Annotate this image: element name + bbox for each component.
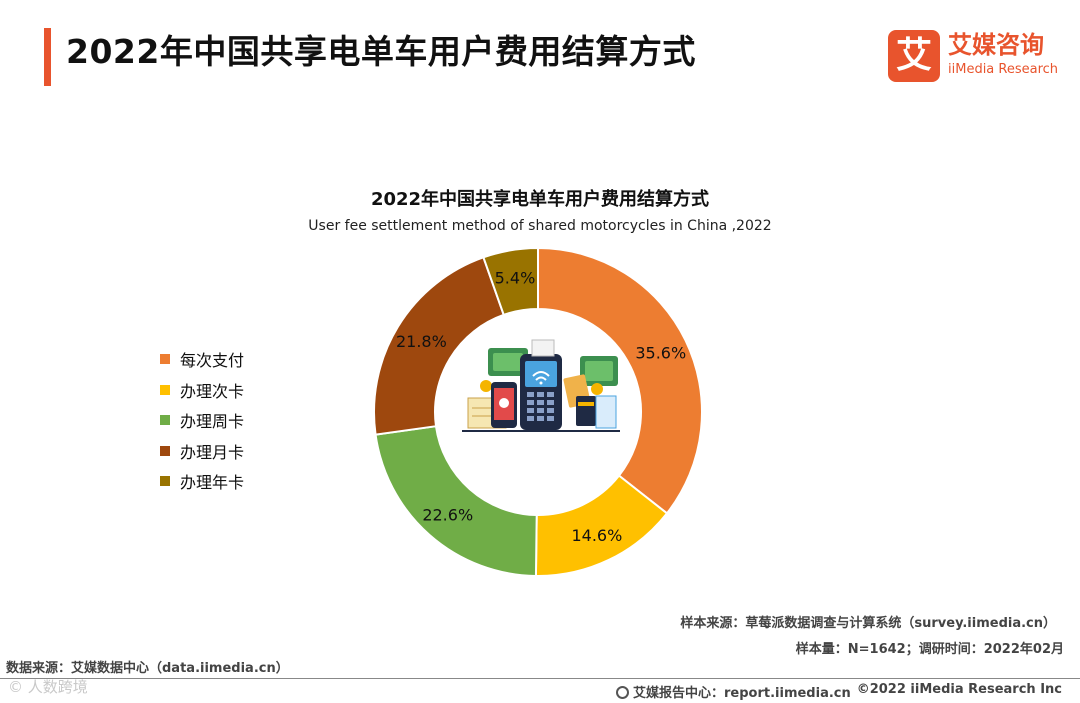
legend-swatch — [160, 384, 170, 395]
title-accent-bar — [44, 28, 51, 86]
data-source-note: 数据来源：艾媒数据中心（data.iimedia.cn） — [6, 661, 289, 676]
donut-slice-labels: 35.6% 14.6% 22.6% 21.8% 5.4% — [396, 268, 686, 545]
legend-swatch — [160, 354, 170, 365]
legend-swatch — [160, 476, 170, 487]
donut-slice-label: 35.6% — [635, 343, 686, 362]
brand-logo-icon: 艾 — [888, 30, 940, 82]
donut-slice-label: 5.4% — [495, 268, 536, 287]
legend-item: 办理周卡 — [160, 405, 244, 436]
donut-slice-label: 14.6% — [571, 526, 622, 545]
donut-slice — [482, 246, 539, 317]
payment-terminal-icon — [462, 339, 620, 432]
donut-slices — [373, 246, 703, 578]
chart-legend: 每次支付 办理次卡 办理周卡 办理月卡 办理年卡 — [160, 344, 244, 497]
legend-item: 办理次卡 — [160, 375, 244, 406]
footer-divider — [0, 678, 1080, 679]
sample-source-note: 样本来源：草莓派数据调查与计算系统（survey.iimedia.cn） — [680, 616, 1056, 631]
brand-name-cn: 艾媒咨询 — [948, 31, 1044, 59]
donut-slice — [374, 425, 538, 578]
chart-title: 2022年中国共享电单车用户费用结算方式 — [370, 189, 710, 210]
footer-report-text: 艾媒报告中心：report.iimedia.cn — [633, 686, 851, 701]
globe-icon — [616, 686, 629, 699]
legend-label: 每次支付 — [180, 351, 245, 371]
legend-label: 办理年卡 — [180, 473, 245, 493]
legend-swatch — [160, 445, 170, 456]
brand-logo-block: 艾 艾媒咨询 iiMedia Research — [888, 30, 1064, 82]
donut-slice — [537, 246, 703, 515]
chart-subtitle: User fee settlement method of shared mot… — [308, 218, 772, 234]
legend-label: 办理次卡 — [180, 381, 245, 401]
legend-item: 办理年卡 — [160, 466, 244, 497]
donut-slice-label: 22.6% — [422, 505, 473, 524]
legend-swatch — [160, 415, 170, 426]
sample-size-note: 样本量：N=1642；调研时间：2022年02月 — [795, 642, 1064, 657]
legend-item: 每次支付 — [160, 344, 244, 375]
donut-slice — [373, 256, 505, 436]
watermark: © 人数跨境 — [8, 678, 88, 696]
brand-name-en: iiMedia Research — [948, 62, 1059, 77]
footer-report-center: 艾媒报告中心：report.iimedia.cn — [616, 682, 851, 701]
legend-item: 办理月卡 — [160, 436, 244, 467]
page-title: 2022年中国共享电单车用户费用结算方式 — [66, 32, 696, 71]
footer-copyright: ©2022 iiMedia Research Inc — [856, 682, 1062, 697]
donut-slice-label: 21.8% — [396, 332, 447, 351]
legend-label: 办理周卡 — [180, 412, 245, 432]
legend-label: 办理月卡 — [180, 442, 245, 462]
